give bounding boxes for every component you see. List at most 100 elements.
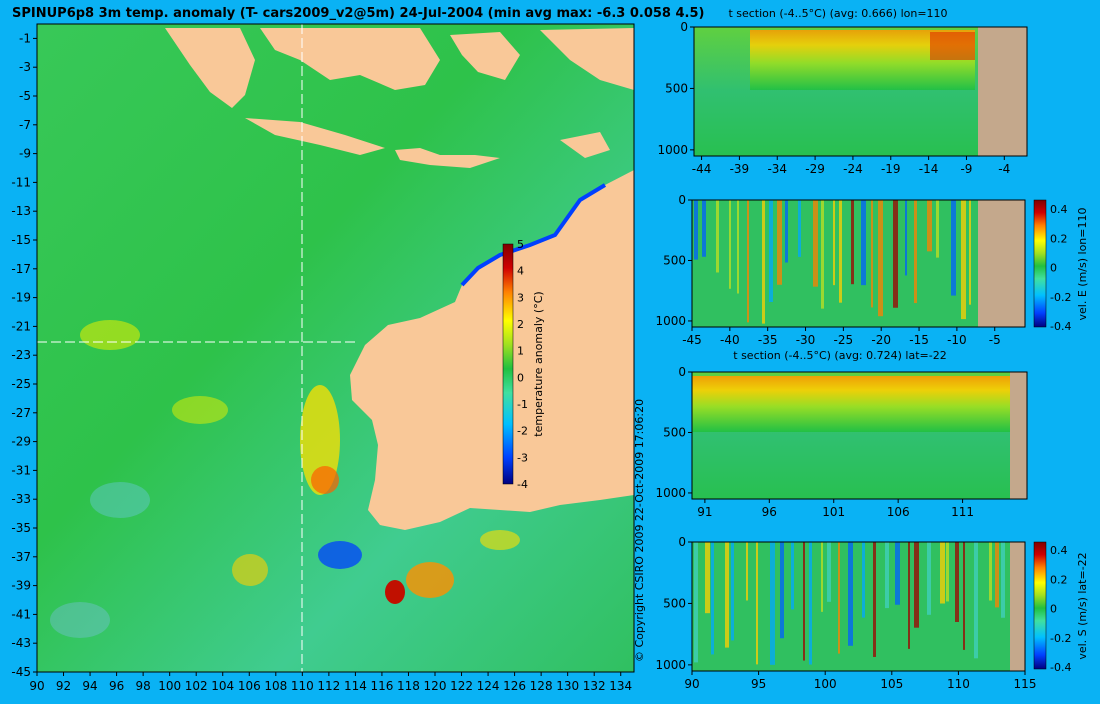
- map-colorbar-tick-label: 0: [517, 371, 524, 384]
- map-x-tick-label: 108: [264, 679, 287, 693]
- velocity-colorbar-tick-label: 0: [1050, 603, 1057, 616]
- section-y-tick-label: 500: [663, 425, 686, 439]
- copyright: © Copyright CSIRO 2009 22-Oct-2009 17:06…: [633, 399, 646, 662]
- velS-colorbar: 0.4 0.2 0 -0.2 -0.4 vel. S (m/s) lat=-22: [1033, 541, 1089, 674]
- velocity-colorbar-tick-label: 0.2: [1050, 573, 1068, 586]
- section-x-tick-label: -34: [767, 162, 787, 176]
- tsection-lon-y-axis: 0 500 1000: [657, 20, 694, 157]
- velocity-streak: [893, 200, 898, 308]
- map-colorbar-tick-label: -3: [517, 451, 528, 464]
- section-x-tick-label: 101: [822, 505, 845, 519]
- map-y-tick-label: -41: [11, 607, 31, 621]
- map-warm-eddy: [311, 466, 339, 494]
- velocity-streak: [885, 542, 889, 609]
- section-y-tick-label: 500: [665, 81, 688, 95]
- velocity-streak: [780, 542, 784, 639]
- map-x-tick-label: 90: [29, 679, 44, 693]
- map-x-tick-label: 132: [583, 679, 606, 693]
- map-land-sumatra: [165, 28, 255, 108]
- velocity-streak: [711, 542, 714, 655]
- tsection-lon-title: t section (-4..5°C) (avg: 0.666) lon=110: [728, 7, 947, 20]
- map-y-tick-label: -23: [11, 348, 31, 362]
- section-x-tick-label: -44: [692, 162, 712, 176]
- section-x-tick-label: -19: [881, 162, 901, 176]
- map-y-tick-label: -11: [11, 175, 31, 189]
- section-x-tick-label: -10: [947, 333, 967, 347]
- velocity-streak: [746, 542, 748, 601]
- section-x-tick-label: -30: [796, 333, 816, 347]
- velocity-streak: [747, 200, 749, 323]
- map-colorbar-label: temperature anomaly (°C): [532, 291, 545, 436]
- velE-land: [978, 200, 1025, 327]
- map-land-nusatenggara: [395, 148, 500, 168]
- velE-frame: [691, 199, 1026, 328]
- section-x-tick-label: 110: [947, 677, 970, 691]
- velocity-streak: [838, 542, 840, 654]
- velS-panel: 0 500 1000 90 95 100 105 110 115 0.4 0.2 0 -0.2 -0.…: [655, 535, 1089, 691]
- velocity-streak: [989, 542, 992, 601]
- velocity-streak: [694, 200, 698, 260]
- section-x-tick-label: -24: [843, 162, 863, 176]
- section-x-tick-label: -25: [834, 333, 854, 347]
- tsection-lon-panel: t section (-4..5°C) (avg: 0.666) lon=110…: [657, 7, 1028, 176]
- section-x-tick-label: 111: [951, 505, 974, 519]
- section-x-tick-label: 105: [880, 677, 903, 691]
- section-x-tick-label: 96: [762, 505, 777, 519]
- velocity-streak: [927, 200, 932, 252]
- section-x-tick-label: 115: [1014, 677, 1037, 691]
- velocity-streak: [803, 542, 805, 661]
- map-y-tick-label: -37: [11, 550, 31, 564]
- map-title: SPINUP6p8 3m temp. anomaly (T- cars2009_…: [12, 6, 704, 21]
- map-y-tick-label: -25: [11, 377, 31, 391]
- velocity-streak: [851, 200, 854, 285]
- velocity-streak: [702, 200, 706, 257]
- map-y-tick-label: -43: [11, 636, 31, 650]
- section-x-tick-label: -4: [998, 162, 1010, 176]
- velE-y-axis: 0 500 1000: [655, 193, 692, 328]
- section-y-tick-label: 500: [663, 596, 686, 610]
- section-x-tick-label: -45: [682, 333, 702, 347]
- section-y-tick-label: 0: [678, 365, 686, 379]
- section-x-tick-label: -20: [871, 333, 891, 347]
- map-x-tick-label: 120: [424, 679, 447, 693]
- velS-x-axis: 90 95 100 105 110 115: [684, 671, 1036, 691]
- map-cool-eddy: [318, 541, 362, 569]
- map-land-java: [245, 118, 385, 155]
- section-x-tick-label: 106: [887, 505, 910, 519]
- velocity-streak: [963, 542, 965, 650]
- velocity-streak: [716, 200, 719, 273]
- tsection-lat-warm-layer: [692, 376, 1010, 432]
- map-land-timor: [560, 132, 610, 158]
- section-x-tick-label: -14: [919, 162, 939, 176]
- velocity-streak: [785, 200, 788, 263]
- velocity-streak: [777, 200, 782, 285]
- velocity-streak: [961, 200, 966, 320]
- velocity-streak: [914, 542, 919, 628]
- section-x-tick-label: -39: [730, 162, 750, 176]
- map-colorbar-tick-label: 4: [517, 265, 524, 278]
- velocity-streak: [955, 542, 959, 623]
- tsection-lat-x-axis: 91 96 101 106 111: [697, 499, 974, 519]
- map-colorbar-tick-label: -4: [517, 478, 528, 491]
- section-y-tick-label: 1000: [657, 143, 688, 157]
- velocity-colorbar-tick-label: -0.2: [1050, 291, 1071, 304]
- velS-y-axis: 0 500 1000: [655, 535, 692, 672]
- map-x-tick-label: 112: [317, 679, 340, 693]
- map-x-tick-label: 92: [56, 679, 71, 693]
- map-warm-eddy: [80, 320, 140, 350]
- velocity-streak: [862, 542, 865, 618]
- tsection-lon-frame: [693, 26, 1028, 157]
- velocity-colorbar-tick-label: -0.2: [1050, 632, 1071, 645]
- velocity-streak: [936, 200, 939, 258]
- map-colorbar-tick-label: 1: [517, 345, 524, 358]
- velocity-streak: [969, 200, 971, 305]
- map-panel: SPINUP6p8 3m temp. anomaly (T- cars2009_…: [11, 6, 704, 693]
- velocity-streak: [809, 542, 812, 665]
- map-warm-eddy: [385, 580, 405, 604]
- section-y-tick-label: 0: [678, 535, 686, 549]
- section-x-tick-label: 90: [684, 677, 699, 691]
- velocity-streak: [821, 200, 824, 309]
- section-x-tick-label: -29: [805, 162, 825, 176]
